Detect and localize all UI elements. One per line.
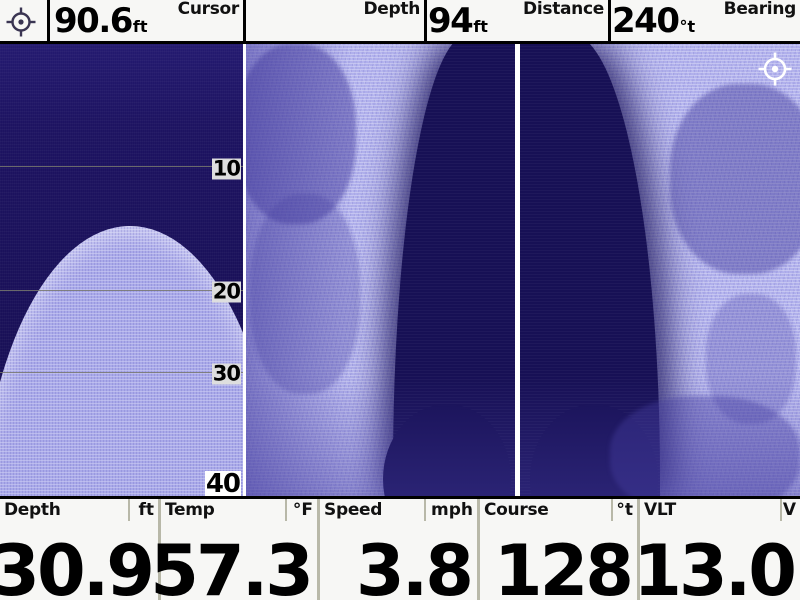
topbar-divider-2 (243, 0, 246, 41)
bottom-data-bar: Depth ft 30.9 Temp °F 57.3 Speed mph 3.8… (0, 496, 800, 606)
topbar-cell-cursor[interactable]: Cursor 90.6ft (50, 0, 243, 41)
data-cell-temp[interactable]: Temp °F 57.3 (150, 499, 317, 606)
data-value-temp: 57.3 (150, 530, 314, 612)
bottombar-divider-3 (477, 499, 480, 600)
depth-value-number: 94 (428, 1, 474, 41)
crosshair-target-icon (6, 7, 36, 37)
data-cell-course[interactable]: Course °t 128 (480, 499, 637, 606)
data-value-course: 128 (493, 530, 634, 612)
depth-gridline-10 (0, 166, 243, 167)
topbar-cell-depth[interactable]: Depth 94ft (246, 0, 487, 41)
panel-side-imaging-right[interactable] (520, 44, 800, 496)
bottom-return-contour (0, 226, 243, 496)
data-cell-vlt[interactable]: VLT V 13.0 (633, 499, 800, 606)
sonar-beam-centerline (515, 44, 520, 496)
cursor-unit: ft (132, 17, 148, 36)
data-label-temp: Temp (165, 500, 215, 520)
depth-gridline-30 (0, 372, 243, 373)
data-unit-vlt: V (782, 500, 796, 520)
sediment-patch (250, 194, 360, 394)
side-imaging-edge-shading-left (246, 44, 351, 496)
depth-value: 94ft (428, 4, 488, 44)
data-label-course: Course (484, 500, 549, 520)
topbar-cell-distance[interactable]: Distance 240°t (427, 0, 695, 41)
bottombar-divider-1 (158, 499, 161, 600)
data-unit-divider (611, 499, 613, 521)
cursor-value-number: 90.6 (54, 1, 133, 41)
bottom-shadow-patch (610, 396, 800, 496)
distance-value: 240°t (612, 4, 695, 44)
data-value-vlt: 13.0 (633, 530, 797, 612)
distance-value-number: 240 (612, 1, 680, 41)
topbar-divider-4 (608, 0, 611, 41)
panel-2d-sonar[interactable]: 10 20 30 40 (0, 44, 243, 496)
topbar-divider-3 (424, 0, 427, 41)
panel-side-imaging-left[interactable] (246, 44, 515, 496)
data-label-speed: Speed (324, 500, 383, 520)
crosshair-target-icon[interactable] (758, 52, 792, 86)
side-imaging-bottom-shading-left (246, 376, 515, 496)
data-cell-depth[interactable]: Depth ft 30.9 (0, 499, 158, 606)
depth-unit: ft (473, 17, 488, 36)
depth-gridline-20 (0, 290, 243, 291)
structure-patch (706, 294, 796, 424)
topbar-cell-bearing[interactable]: Bearing (611, 0, 800, 41)
depth-scale-label-40: 40 (204, 469, 241, 496)
sonar-view-area[interactable]: 10 20 30 40 (0, 44, 800, 496)
cursor-value: 90.6ft (54, 4, 148, 44)
cursor-label: Cursor (177, 0, 240, 19)
data-unit-depth: ft (138, 500, 154, 520)
depth-scale-label-30: 30 (211, 361, 241, 386)
data-label-vlt: VLT (644, 500, 676, 520)
topbar-divider-1 (47, 0, 50, 41)
data-value-depth: 30.9 (0, 530, 155, 612)
depth-label: Depth (363, 0, 420, 19)
data-label-depth: Depth (4, 500, 61, 520)
data-unit-divider (285, 499, 287, 521)
data-unit-temp: °F (292, 500, 313, 520)
bearing-label: Bearing (723, 0, 797, 19)
data-unit-speed: mph (431, 500, 473, 520)
depth-scale-label-10: 10 (211, 156, 241, 181)
depth-scale-label-20: 20 (211, 279, 241, 304)
data-value-speed: 3.8 (355, 530, 474, 612)
distance-unit: °t (679, 17, 696, 36)
distance-label: Distance (523, 0, 604, 19)
data-unit-course: °t (616, 500, 633, 520)
structure-patch (670, 84, 800, 274)
data-unit-divider (780, 499, 782, 521)
data-unit-divider (128, 499, 130, 521)
panel-separator-1 (243, 44, 246, 496)
sediment-patch (246, 44, 356, 224)
data-cell-speed[interactable]: Speed mph 3.8 (320, 499, 477, 606)
bottombar-divider-4 (637, 499, 640, 600)
bottombar-divider-2 (317, 499, 320, 600)
top-status-bar: Cursor 90.6ft Depth 94ft Distance 240°t … (0, 0, 800, 44)
side-imaging-bottom-shading-right (520, 376, 800, 496)
data-unit-divider (424, 499, 426, 521)
